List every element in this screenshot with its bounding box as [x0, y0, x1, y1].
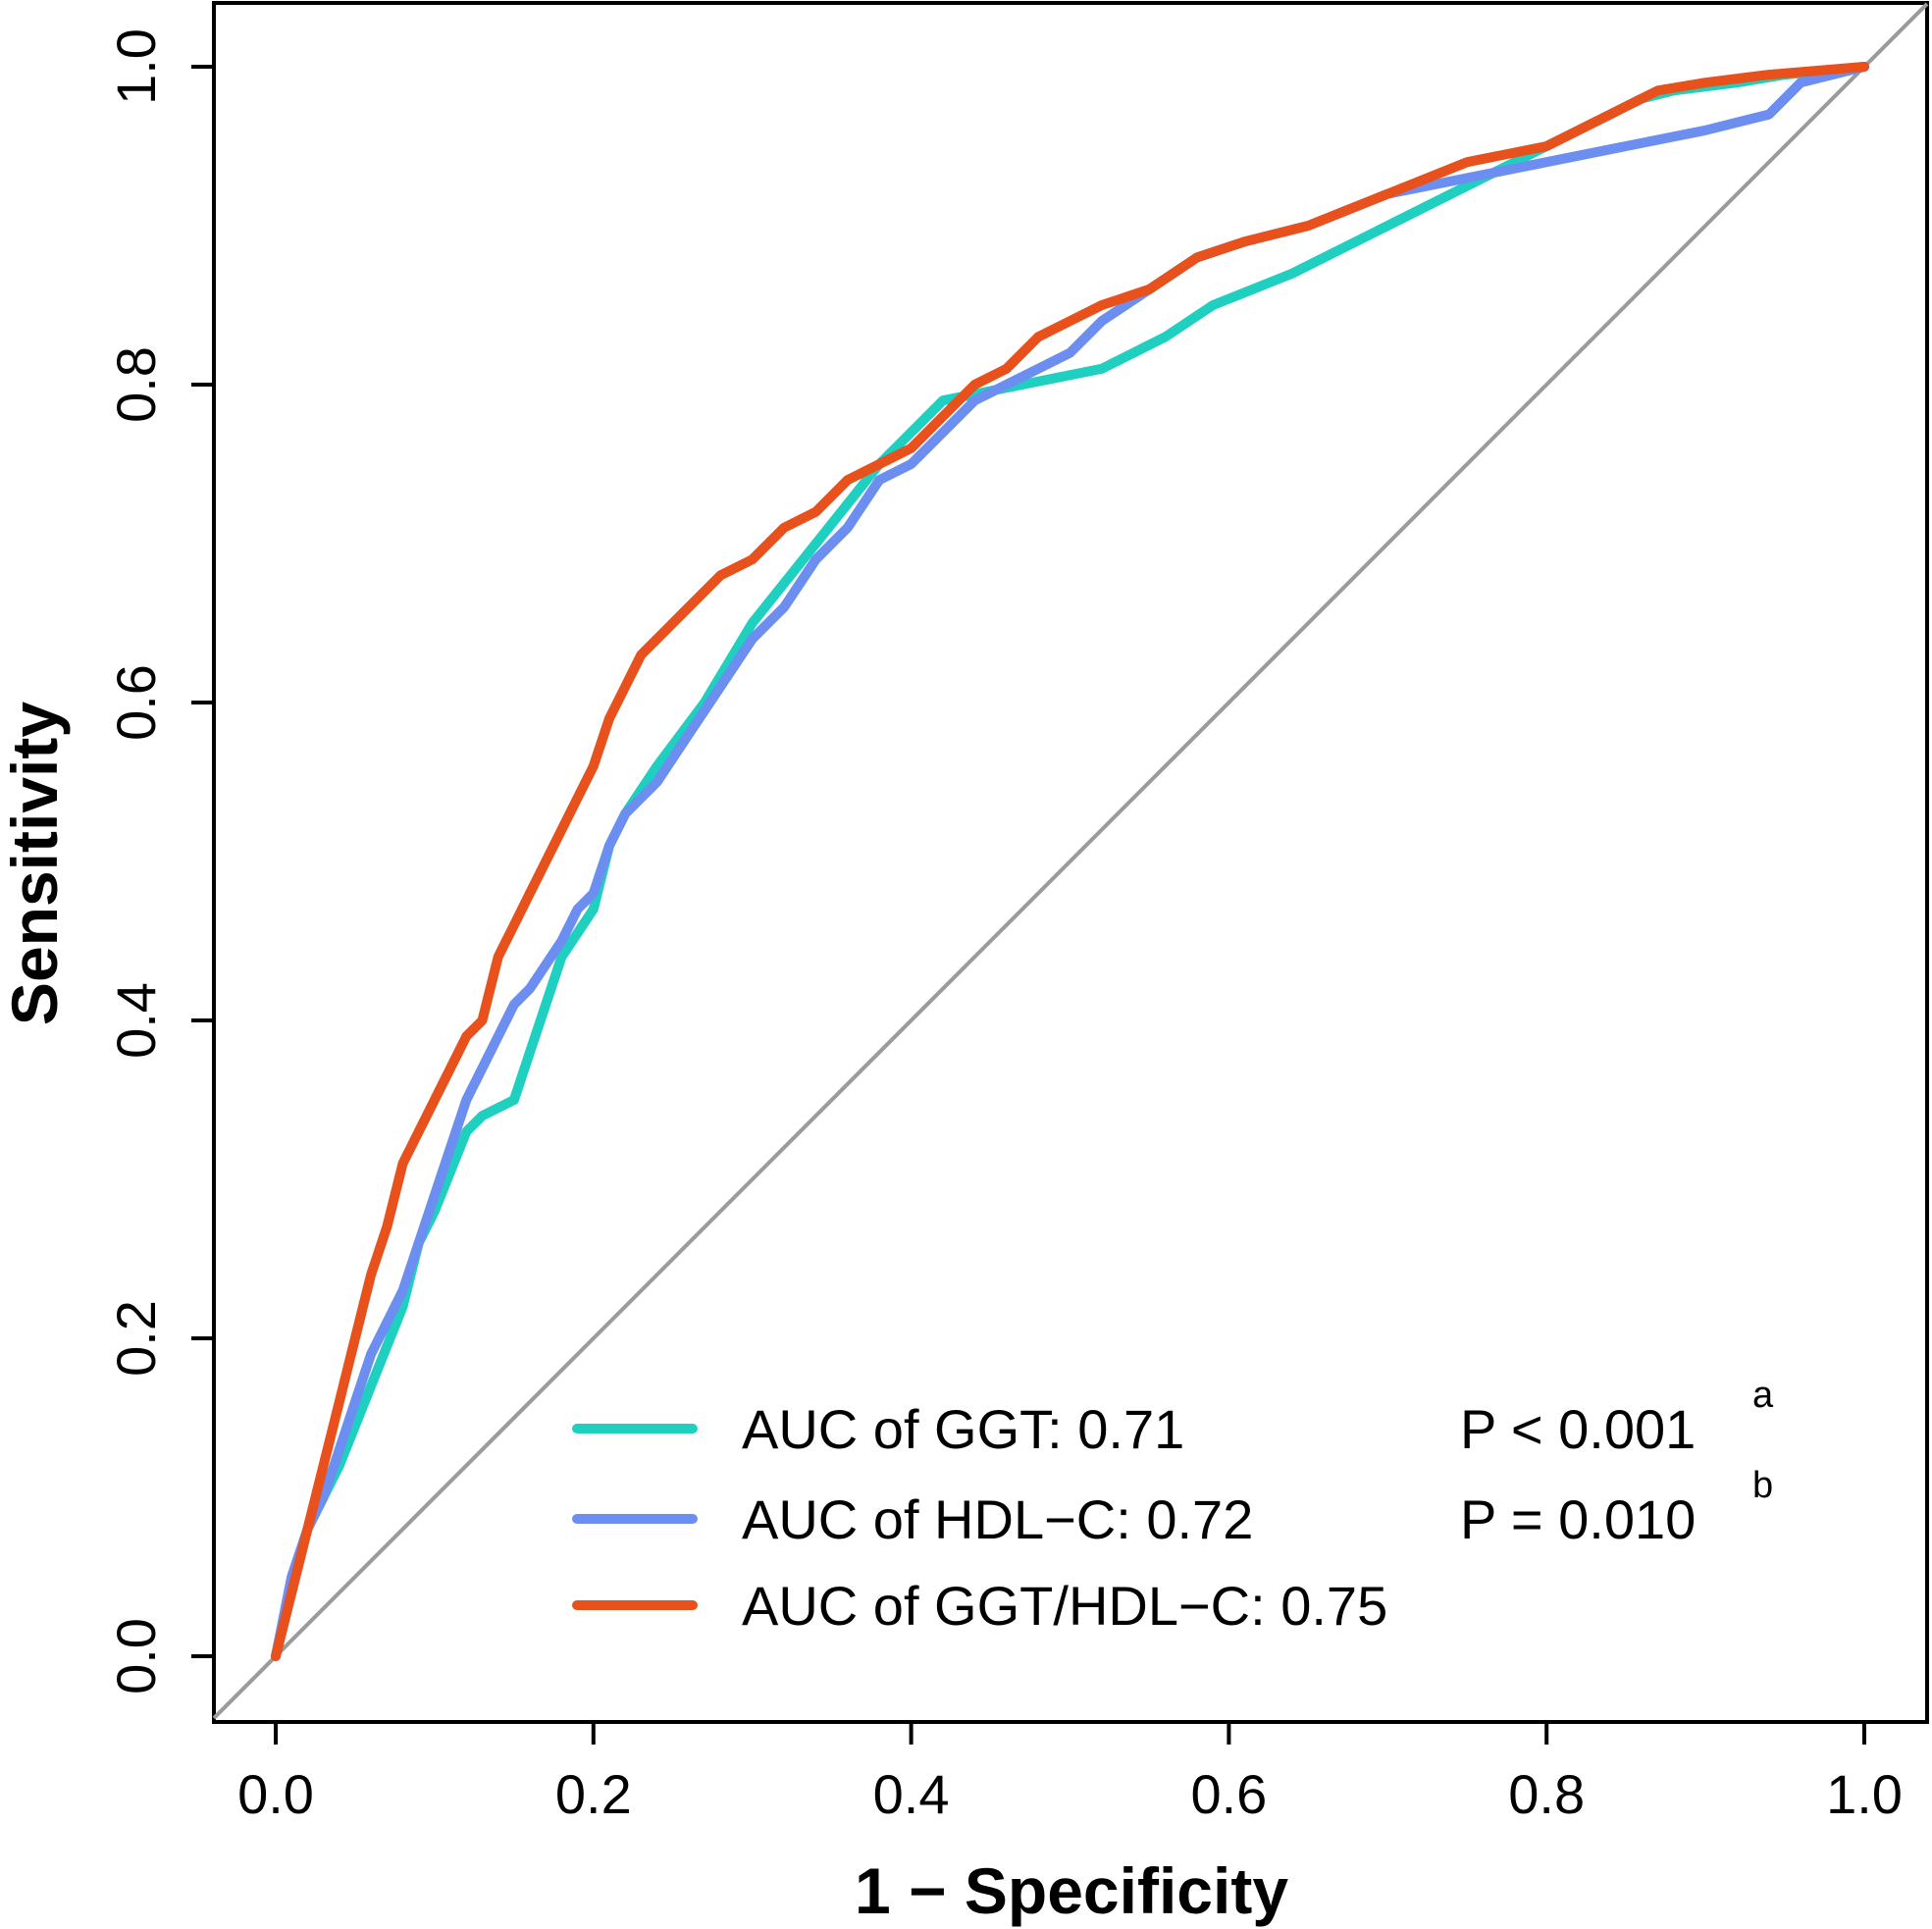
x-axis-title: 1 − Specificity — [855, 1854, 1288, 1927]
legend-label: AUC of GGT/HDL−C: 0.75 — [742, 1575, 1387, 1637]
x-tick-label: 0.8 — [1508, 1763, 1585, 1825]
roc-curve-ggt-hdl-c — [271, 62, 1869, 1661]
legend: AUC of GGT: 0.71 P < 0.001 a AUC of HDL−C: … — [572, 1375, 1774, 1637]
legend-p-value: P < 0.001 — [1460, 1398, 1696, 1460]
y-tick-label: 1.0 — [105, 28, 167, 105]
series-layer — [271, 62, 1869, 1661]
legend-label: AUC of HDL−C: 0.72 — [742, 1488, 1253, 1550]
y-tick-label: 0.6 — [105, 664, 167, 741]
legend-superscript: a — [1752, 1375, 1774, 1416]
y-tick-label: 0.8 — [105, 346, 167, 423]
x-tick-label: 0.6 — [1190, 1763, 1267, 1825]
x-tick-label: 0.4 — [873, 1763, 950, 1825]
reference-diagonal-line — [212, 2, 1929, 1720]
legend-label: AUC of GGT: 0.71 — [742, 1398, 1184, 1460]
x-tick-label: 0.0 — [237, 1763, 314, 1825]
x-tick-label: 0.2 — [555, 1763, 632, 1825]
y-axis-title: Sensitivity — [0, 702, 71, 1025]
x-tick-label: 1.0 — [1826, 1763, 1903, 1825]
x-axis: 0.0 0.2 0.4 0.6 0.8 1.0 — [237, 1720, 1903, 1825]
legend-superscript: b — [1752, 1465, 1773, 1506]
y-tick-label: 0.4 — [105, 982, 167, 1059]
legend-p-value: P = 0.010 — [1460, 1488, 1696, 1550]
y-tick-label: 0.2 — [105, 1300, 167, 1377]
y-axis: 0.0 0.2 0.4 0.6 0.8 1.0 — [105, 28, 216, 1694]
y-tick-label: 0.0 — [105, 1618, 167, 1694]
